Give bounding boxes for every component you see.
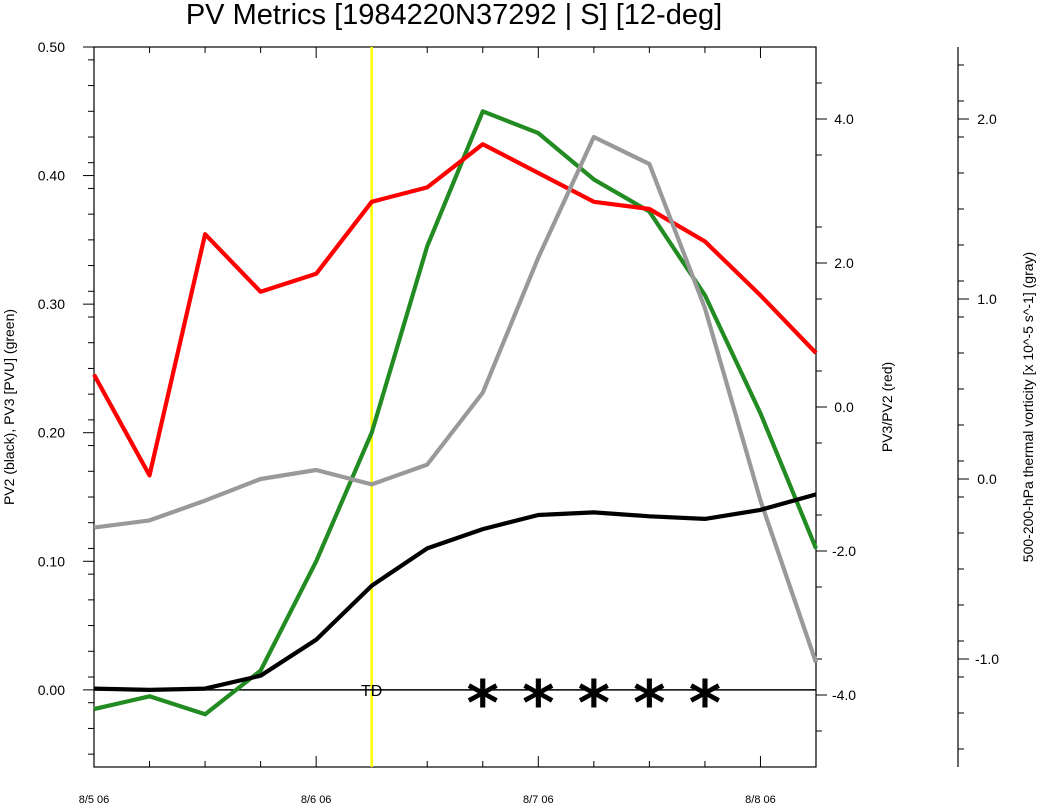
left-tick-label: 0.30	[38, 296, 65, 312]
star-marker: *	[633, 667, 665, 740]
right-gray-tick-label: 2.0	[977, 111, 997, 127]
annotations: TD * * * * *	[361, 667, 721, 740]
left-axis-ticks: 0.00 0.10 0.20 0.30 0.40 0.50	[38, 39, 94, 755]
right-gray-tick-label: 1.0	[977, 291, 997, 307]
left-tick-label: 0.50	[38, 39, 65, 55]
series-pv3-line	[93, 109, 818, 717]
reference-lines	[94, 47, 816, 767]
x-tick-label: 8/6 06	[301, 794, 332, 805]
star-marker: *	[522, 667, 554, 740]
x-tick-label: 8/8 06	[745, 794, 776, 805]
left-tick-label: 0.10	[38, 553, 65, 569]
right-axis-red-ticks: -4.0 -2.0 0.0 2.0 4.0	[816, 82, 856, 732]
x-tick-label: 8/7 06	[523, 794, 554, 805]
td-label: TD	[361, 683, 382, 700]
right-red-tick-label: 2.0	[834, 255, 854, 271]
left-tick-label: 0.00	[38, 682, 65, 698]
plot-frame	[93, 46, 817, 768]
star-marker: *	[578, 667, 610, 740]
left-axis-label: PV2 (black), PV3 [PVU] (green)	[1, 309, 17, 505]
right-red-tick-label: 4.0	[834, 111, 854, 127]
left-tick-label: 0.20	[38, 425, 65, 441]
star-marker: *	[689, 667, 721, 740]
x-tick-label: 8/5 06	[79, 794, 110, 805]
left-tick-label: 0.40	[38, 168, 65, 184]
right-axis-gray-ticks: -1.0 0.0 1.0 2.0	[958, 64, 999, 750]
series-pv2-line	[93, 492, 817, 693]
right-gray-tick-label: -1.0	[975, 651, 999, 667]
right-gray-tick-label: 0.0	[977, 471, 997, 487]
right-axis-red-label: PV3/PV2 (red)	[879, 362, 895, 452]
series-ratio-line	[92, 142, 818, 478]
series-vorticity-line	[93, 134, 818, 664]
right-red-tick-label: -4.0	[832, 687, 856, 703]
chart-title: PV Metrics [1984220N37292 | S] [12-deg]	[186, 0, 722, 31]
x-axis-ticks: 8/5 06 8/6 06 8/7 06 8/8 06	[79, 47, 776, 805]
series-lines	[92, 109, 818, 717]
star-marker: *	[467, 667, 499, 740]
right-red-tick-label: 0.0	[834, 399, 854, 415]
right-axis-gray-label: 500-200-hPa thermal vorticity [x 10^-5 s…	[1020, 252, 1036, 562]
right-red-tick-label: -2.0	[832, 543, 856, 559]
